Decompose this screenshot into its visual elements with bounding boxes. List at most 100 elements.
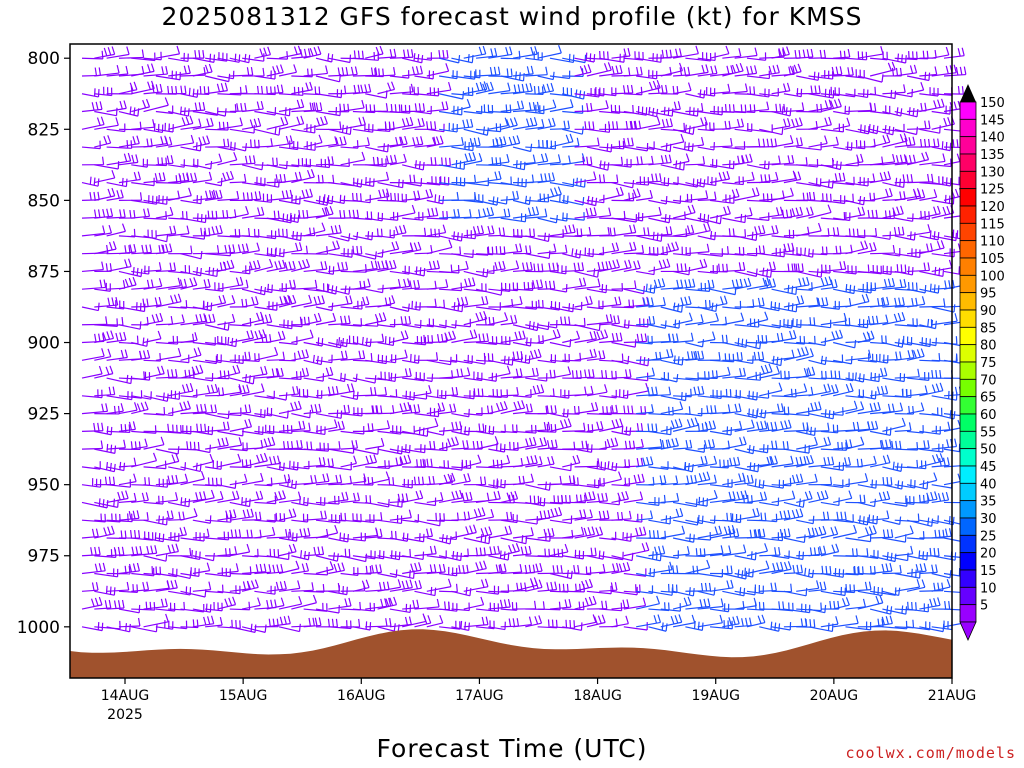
wind-barb [389,368,412,379]
wind-barb [722,118,745,130]
wind-barb [512,228,536,238]
wind-barb [771,229,795,239]
wind-barb [586,194,605,204]
wind-barb [451,118,474,130]
wind-barb [131,63,155,77]
wind-barb [94,64,120,77]
wind-barb [537,319,558,329]
wind-barb [389,83,414,95]
wind-barb [611,389,629,399]
wind-barb [722,528,740,539]
wind-barb [475,509,495,521]
wind-barb [894,579,921,592]
wind-barb [463,547,486,557]
wind-barb [192,615,215,628]
wind-barb [672,204,696,219]
wind-barb [919,337,937,347]
wind-barb [143,515,168,526]
wind-barb [611,319,630,329]
wind-barb [722,569,748,580]
wind-barb [734,507,760,521]
y-tick-label: 800 [28,49,60,69]
wind-barb [205,601,223,612]
wind-barb [143,330,162,344]
wind-barb [402,86,420,96]
wind-barb [439,282,463,292]
wind-barb [118,302,146,313]
wind-barb [746,584,764,595]
wind-barb [660,583,678,594]
wind-barb [673,332,694,344]
wind-barb [402,211,424,221]
wind-barb [475,225,495,237]
wind-barb [894,525,914,539]
wind-barb [402,241,422,255]
wind-barb [402,178,423,187]
wind-barb [660,195,682,204]
wind-barb [475,490,501,504]
wind-barb [759,479,785,489]
wind-barb [389,153,407,166]
colorbar-label: 40 [980,477,997,492]
wind-barb [734,187,760,201]
wind-barb [488,454,511,468]
wind-barb [155,453,180,468]
wind-barb [685,350,705,361]
wind-barb [697,279,715,290]
wind-barb [685,598,711,610]
wind-barb [931,421,951,432]
wind-barb [352,260,378,273]
wind-barb [315,495,340,505]
colorbar-label: 80 [980,339,997,354]
wind-barb [241,365,268,379]
colorbar-label: 75 [980,356,997,371]
wind-barb [623,438,644,450]
wind-barb [118,49,145,59]
wind-barb [796,366,816,379]
wind-barb [549,264,567,275]
wind-barb [783,88,803,98]
wind-barb [870,510,890,521]
wind-barb [106,46,130,59]
wind-barb [931,528,952,539]
wind-barb [537,243,557,255]
wind-barb [919,153,946,166]
wind-barb [574,479,600,489]
wind-barb [303,46,322,59]
wind-barb [722,83,748,95]
wind-barb [783,456,807,468]
wind-barb [734,494,753,504]
credit-link[interactable]: coolwx.com/models [845,744,1016,762]
wind-barb [549,569,573,580]
wind-barb [722,141,746,150]
wind-barb [574,295,593,308]
wind-barb [697,142,715,151]
wind-barb [229,279,249,290]
wind-barb [710,120,731,130]
wind-barb [266,490,286,504]
wind-barb [685,222,711,237]
wind-barb [451,408,470,418]
wind-barb [81,67,102,77]
wind-barb [710,512,733,522]
wind-barb [476,316,495,326]
wind-barb [266,294,291,308]
wind-barb [709,524,736,539]
wind-barb [783,534,806,544]
wind-barb [611,355,630,365]
wind-barb [599,259,620,273]
wind-barb [303,195,329,206]
wind-barb [389,278,411,290]
wind-barb [636,585,654,594]
wind-barb [315,605,340,614]
wind-barb [574,526,596,539]
wind-barb [217,563,239,575]
wind-barb [771,455,794,468]
wind-barb [574,578,593,592]
wind-barb [845,515,869,526]
wind-barb [205,354,222,364]
wind-barb [648,561,673,575]
wind-barb [783,346,809,361]
wind-barb [475,170,502,184]
wind-barb [217,244,236,255]
